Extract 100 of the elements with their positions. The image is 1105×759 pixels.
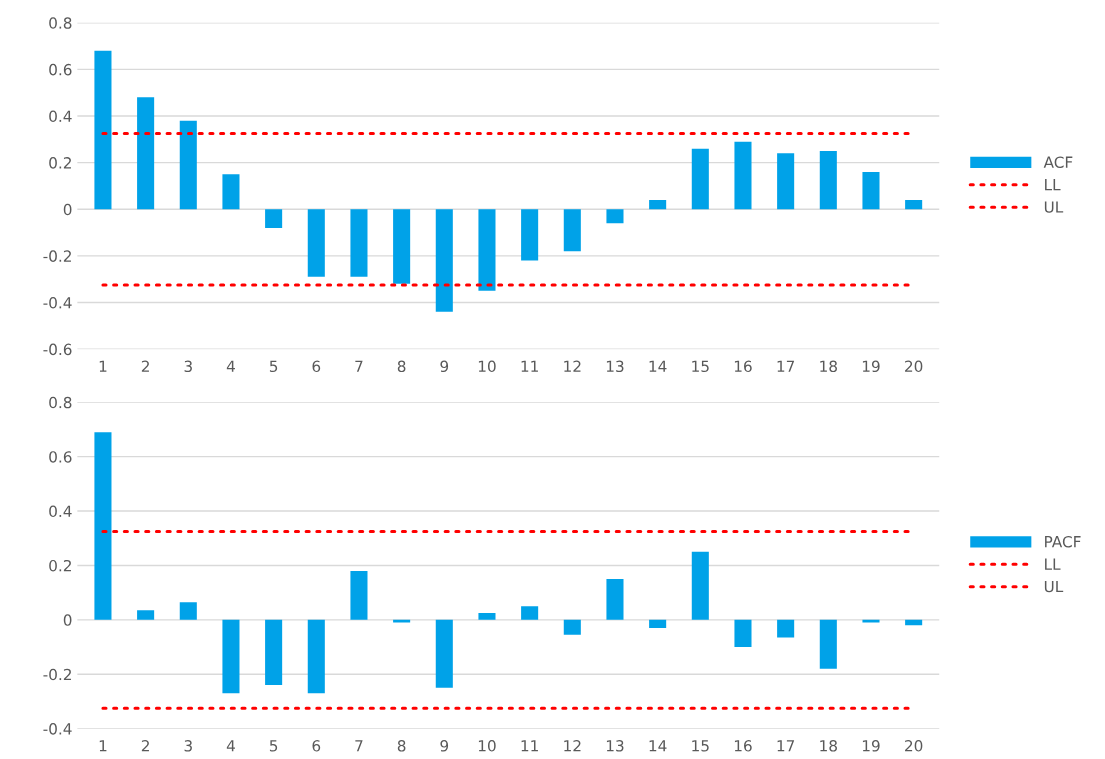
bar [307, 209, 325, 277]
x-tick-label: 8 [397, 360, 406, 373]
x-tick-label: 20 [905, 360, 923, 373]
bar [691, 551, 709, 620]
legend-label: ACF [1043, 156, 1073, 168]
x-tick-label: 3 [184, 360, 192, 373]
bar [734, 619, 752, 648]
bar [222, 174, 240, 210]
x-tick-label: 14 [649, 740, 667, 752]
x-tick-label: 10 [478, 740, 496, 752]
y-tick-label: 0.6 [49, 63, 72, 76]
bar [137, 97, 155, 210]
legend-label: UL [1044, 201, 1064, 213]
bar [137, 610, 155, 620]
x-tick-label: 4 [226, 740, 235, 752]
x-tick-label: 13 [606, 740, 624, 752]
x-tick-label: 12 [564, 360, 581, 372]
bar [691, 148, 709, 210]
x-tick-label: 19 [862, 360, 880, 373]
bar [777, 619, 795, 638]
x-tick-label: 16 [734, 360, 752, 373]
bar [905, 619, 923, 626]
bar [179, 120, 197, 210]
x-tick-label: 16 [734, 740, 752, 752]
x-tick-label: 1 [99, 740, 107, 752]
x-tick-label: 18 [820, 360, 837, 373]
x-tick-label: 4 [226, 360, 235, 372]
y-tick-label: -0.2 [43, 250, 71, 262]
y-tick-label: 0.8 [49, 396, 72, 409]
y-tick-label: 0.8 [49, 17, 72, 29]
x-tick-label: 2 [141, 740, 149, 752]
x-tick-label: 9 [440, 740, 449, 752]
x-tick-label: 12 [564, 740, 581, 752]
bar [563, 209, 581, 252]
bar [819, 619, 837, 669]
x-tick-label: 13 [606, 360, 624, 373]
x-tick-label: 1 [99, 360, 107, 372]
x-tick-label: 2 [141, 360, 149, 372]
y-tick-label: 0 [63, 203, 72, 216]
bar [734, 141, 752, 210]
y-tick-label: 0.6 [49, 451, 72, 463]
x-tick-label: 5 [269, 740, 278, 752]
x-tick-label: 7 [355, 740, 363, 752]
y-tick-label: -0.2 [43, 668, 71, 681]
y-tick-label: 0.2 [49, 559, 71, 572]
bar [478, 613, 496, 620]
bar [862, 619, 880, 623]
x-tick-label: 3 [184, 740, 192, 752]
bar [521, 209, 539, 261]
x-tick-label: 14 [649, 360, 667, 372]
x-tick-label: 18 [820, 740, 837, 752]
y-tick-label: 0.4 [49, 505, 72, 518]
bar [94, 432, 112, 620]
bar [265, 209, 283, 228]
x-tick-label: 15 [692, 740, 709, 752]
legend-label: LL [1045, 179, 1061, 191]
y-tick-label: 0.4 [49, 110, 72, 123]
x-tick-label: 17 [777, 360, 795, 372]
bar [905, 199, 923, 210]
legend-label: LL [1045, 558, 1061, 570]
y-tick-label: 0 [63, 614, 72, 626]
x-tick-label: 11 [521, 740, 538, 752]
bar [393, 209, 411, 284]
bar [179, 602, 197, 620]
bar [222, 619, 240, 694]
bar [94, 50, 112, 210]
x-tick-label: 6 [312, 740, 321, 752]
x-tick-label: 5 [269, 360, 278, 373]
bar [435, 209, 453, 312]
y-tick-label: -0.6 [43, 343, 72, 356]
x-tick-label: 9 [440, 360, 449, 373]
x-tick-label: 10 [478, 360, 496, 373]
bar [435, 619, 453, 688]
bar [777, 153, 795, 210]
legend-label: UL [1044, 580, 1064, 593]
x-tick-label: 11 [521, 360, 538, 372]
x-tick-label: 15 [692, 360, 709, 373]
y-tick-label: 0.2 [49, 157, 71, 169]
x-tick-label: 7 [355, 360, 363, 372]
x-tick-label: 20 [905, 740, 923, 752]
bar [478, 209, 496, 291]
y-tick-label: -0.4 [43, 296, 72, 309]
bar [649, 619, 667, 629]
bar [606, 579, 624, 620]
bar [393, 619, 411, 623]
bar [307, 619, 325, 694]
bar [862, 171, 880, 210]
x-tick-label: 17 [777, 740, 795, 752]
y-tick-label: -0.4 [43, 723, 72, 735]
bar [606, 209, 624, 224]
bar [649, 199, 667, 210]
x-tick-label: 19 [862, 740, 880, 752]
bar [350, 209, 368, 277]
bar [350, 570, 368, 620]
bar [265, 619, 283, 686]
bar [819, 150, 837, 210]
bar [521, 606, 539, 620]
legend-label: PACF [1045, 535, 1081, 548]
bar [563, 619, 581, 635]
x-tick-label: 6 [312, 360, 321, 373]
